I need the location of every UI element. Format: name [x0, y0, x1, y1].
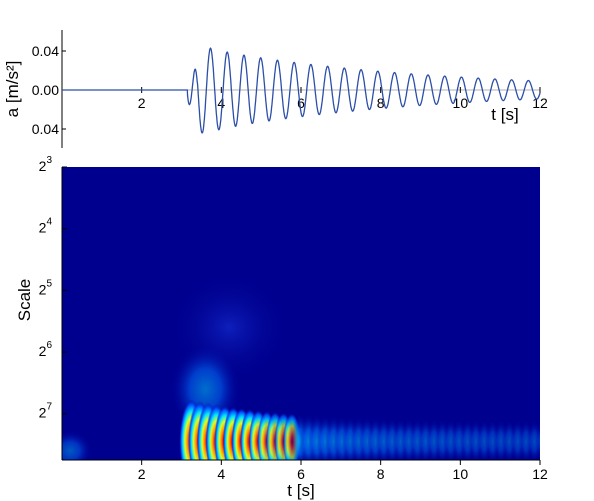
top-y-axis-label-text: a [m/s²] [3, 61, 22, 118]
bottom-y-axis-label: Scale [15, 279, 34, 322]
top-x-tick-label: 2 [138, 95, 146, 111]
bottom-x-tick-label: 2 [138, 466, 146, 482]
top-y-tick-label: 0.00 [32, 82, 59, 98]
bottom-y-tick-label: 26 [39, 340, 53, 359]
top-y-tick-label: 0.04 [32, 43, 59, 59]
scalogram-energy-blob [535, 422, 540, 460]
top-x-tick-label: 4 [217, 95, 225, 111]
bottom-x-tick-label: 6 [297, 466, 305, 482]
bottom-x-tick-label: 12 [532, 466, 548, 482]
bottom-x-tick-label: 10 [453, 466, 469, 482]
acceleration-series-line [62, 47, 541, 134]
bottom-x-tick-label: 8 [377, 466, 385, 482]
scalogram-background [62, 167, 540, 460]
top-y-tick-label: 0.04 [32, 121, 59, 137]
top-y-axis-label: a [m/s²] [3, 61, 22, 118]
top-x-tick-label: 6 [297, 95, 305, 111]
scalogram-energy-marks [62, 272, 540, 460]
bottom-y-tick-label: 24 [39, 217, 53, 236]
scalogram-edge-artifact [62, 430, 92, 460]
bottom-y-tick-label: 23 [39, 155, 53, 174]
bottom-y-tick-label: 27 [39, 402, 53, 421]
bottom-x-tick-label: 4 [217, 466, 225, 482]
top-x-tick-label: 10 [453, 95, 469, 111]
top-x-tick-label: 8 [377, 95, 385, 111]
top-x-axis-label: t [s] [491, 105, 518, 124]
bottom-y-tick-label: 25 [39, 278, 53, 297]
acceleration-plot: 0.040.000.04 2 4 6 8 10 12 t [s] a [m/s²] [3, 30, 548, 148]
bottom-x-axis-label: t [s] [287, 481, 314, 500]
